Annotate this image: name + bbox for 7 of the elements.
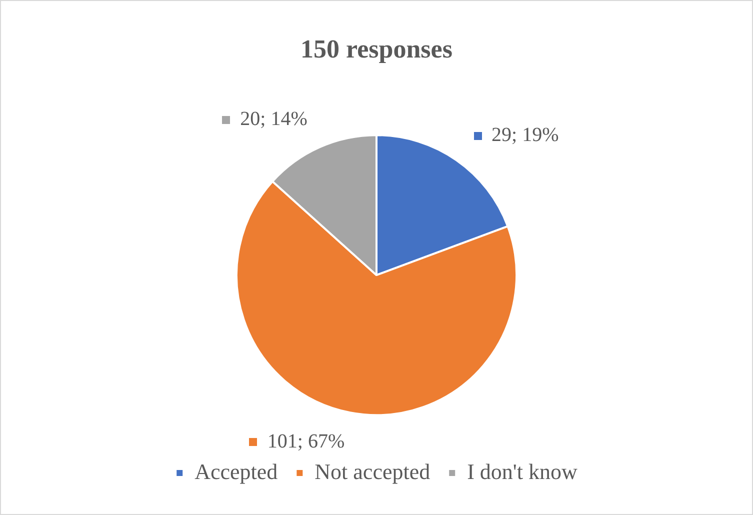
legend-label: Accepted <box>194 458 278 484</box>
data-label: 20; 14% <box>240 108 308 130</box>
legend-label: I don't know <box>467 458 578 484</box>
legend-label: Not accepted <box>314 458 430 484</box>
data-label: 29; 19% <box>492 124 559 146</box>
chart-title: 150 responses <box>300 34 452 64</box>
data-label: 101; 67% <box>267 430 345 452</box>
